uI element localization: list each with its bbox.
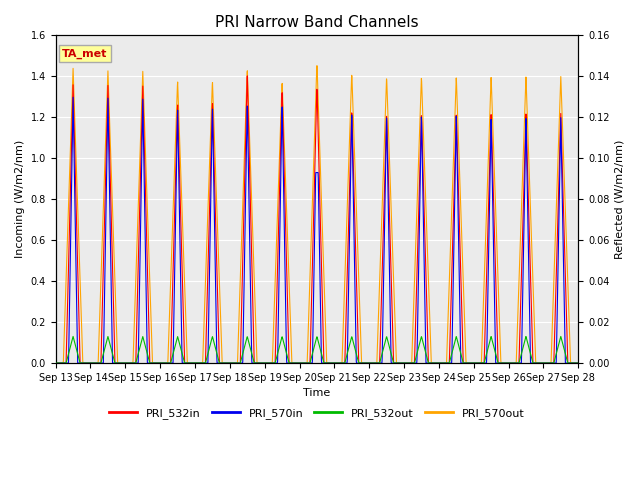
Text: TA_met: TA_met bbox=[62, 48, 108, 59]
X-axis label: Time: Time bbox=[303, 388, 331, 398]
Title: PRI Narrow Band Channels: PRI Narrow Band Channels bbox=[215, 15, 419, 30]
Y-axis label: Incoming (W/m2/nm): Incoming (W/m2/nm) bbox=[15, 140, 25, 258]
Legend: PRI_532in, PRI_570in, PRI_532out, PRI_570out: PRI_532in, PRI_570in, PRI_532out, PRI_57… bbox=[105, 403, 529, 423]
Y-axis label: Reflected (W/m2/nm): Reflected (W/m2/nm) bbox=[615, 140, 625, 259]
